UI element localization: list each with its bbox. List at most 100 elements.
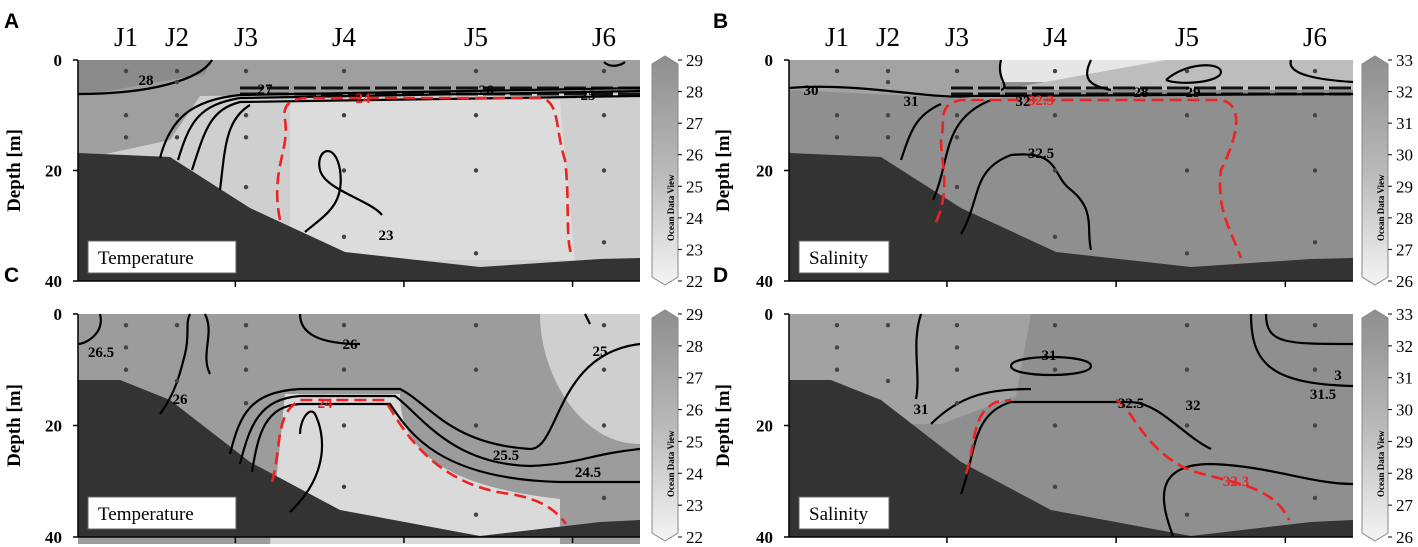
- contour-line: [238, 394, 641, 468]
- sample-point: [473, 322, 479, 328]
- sample-point: [1052, 68, 1058, 74]
- sample-point: [885, 68, 891, 74]
- sample-point: [123, 135, 129, 140]
- colorbar-tick-label: 22: [686, 272, 703, 291]
- colorbar-tick-label: 27: [1396, 240, 1414, 259]
- sample-point: [834, 322, 840, 328]
- colorbar: 22 23 24 25 26 27 28 29 Ocean Data View: [651, 305, 704, 547]
- sample-point: [1184, 322, 1190, 328]
- contour-label: 32: [1016, 94, 1031, 110]
- colorbar-tick-label: 23: [686, 496, 703, 515]
- y-tick-label: 20: [45, 162, 62, 181]
- y-tick-label: 0: [54, 305, 63, 324]
- sample-point: [885, 135, 891, 140]
- sample-point: [885, 378, 891, 384]
- colorbar-body: [651, 309, 679, 542]
- sample-point: [1312, 168, 1318, 173]
- colorbar: 22 23 24 25 26 27 28 29 Ocean Data View: [651, 51, 704, 291]
- contour-line: [930, 387, 1032, 425]
- sample-point: [601, 423, 607, 428]
- colorbar-watermark: Ocean Data View: [666, 430, 676, 497]
- contour-label: 28: [1134, 85, 1149, 101]
- contour-line: [1264, 313, 1354, 346]
- colorbar-body: [1361, 309, 1389, 542]
- y-axis-title: Depth [m]: [4, 384, 25, 467]
- colorbar-watermark: Ocean Data View: [666, 174, 676, 241]
- sample-point: [954, 322, 960, 328]
- colorbar-body: [651, 55, 679, 286]
- colorbar-tick-label: 27: [686, 369, 704, 388]
- sample-point: [341, 113, 347, 118]
- sample-point: [473, 423, 479, 428]
- contour-label: 32.3: [1028, 93, 1054, 109]
- contour-label: 23: [379, 228, 394, 244]
- reference-contour-red: [964, 398, 1291, 521]
- colorbar-tick-label: 30: [1396, 146, 1413, 165]
- y-tick-label: 40: [45, 528, 62, 547]
- warm-layer: [78, 60, 640, 160]
- sample-point: [885, 79, 891, 85]
- colorbar-tick-label: 25: [686, 432, 703, 451]
- sample-point: [1184, 512, 1190, 517]
- station-label-j2: J2: [165, 22, 189, 52]
- sample-point: [834, 367, 840, 372]
- contour-line: [603, 61, 626, 67]
- colorbar-tick-label: 30: [1396, 401, 1413, 420]
- sample-point: [885, 322, 891, 328]
- contour-line: [190, 94, 641, 171]
- sample-point: [1052, 484, 1058, 490]
- sample-point: [601, 168, 607, 173]
- cold-core: [270, 394, 560, 544]
- contour-label: 30: [804, 83, 819, 99]
- colorbar-tick-label: 25: [686, 177, 703, 196]
- contour-label: 31: [1042, 348, 1057, 364]
- sample-point: [243, 184, 249, 190]
- sample-point: [954, 184, 960, 190]
- y-tick-label: 40: [756, 528, 773, 547]
- colorbar-tick-label: 28: [686, 337, 703, 356]
- variable-box: [87, 496, 237, 530]
- sample-point: [601, 322, 607, 328]
- colorbar-tick-label: 31: [1396, 369, 1413, 388]
- sample-point: [473, 367, 479, 372]
- sample-point: [1184, 251, 1190, 256]
- variable-label: Salinity: [809, 504, 869, 525]
- sample-point: [1052, 168, 1058, 173]
- sample-point: [1312, 367, 1318, 372]
- contour-line: [1165, 64, 1223, 84]
- sample-point: [243, 345, 249, 350]
- sample-point: [1052, 322, 1058, 328]
- y-tick-label: 20: [756, 417, 773, 436]
- contour-label: 24: [356, 91, 372, 107]
- contour-label: 27: [258, 82, 274, 98]
- sample-point: [123, 113, 129, 118]
- sample-point: [885, 113, 891, 118]
- y-tick-label: 0: [54, 51, 63, 70]
- contour-line: [159, 313, 192, 415]
- colorbar-tick-label: 26: [1396, 272, 1413, 291]
- contour-label: 24.5: [575, 465, 601, 481]
- sample-point: [473, 113, 479, 118]
- sample-point: [1052, 423, 1058, 428]
- sample-point: [341, 168, 347, 173]
- seafloor: [789, 380, 1353, 537]
- variable-label: Temperature: [98, 248, 194, 269]
- sample-point: [174, 113, 180, 118]
- sample-point: [243, 322, 249, 328]
- sample-point: [1184, 168, 1190, 173]
- contour-label: 26.5: [88, 345, 114, 361]
- sample-point: [834, 135, 840, 140]
- sample-point: [243, 401, 249, 406]
- sample-point: [954, 345, 960, 350]
- contour-label: 25.5: [493, 448, 519, 464]
- sample-point: [123, 68, 129, 74]
- contour-label: 29: [1186, 85, 1201, 101]
- colorbar-tick-label: 26: [686, 401, 703, 420]
- sample-point: [601, 68, 607, 74]
- colorbar-watermark: Ocean Data View: [1376, 430, 1386, 497]
- sample-point: [1184, 68, 1190, 74]
- sample-point: [1312, 240, 1318, 245]
- sample-point: [1052, 234, 1058, 239]
- contour-label: 3: [1334, 368, 1342, 384]
- y-tick-label: 0: [765, 51, 774, 70]
